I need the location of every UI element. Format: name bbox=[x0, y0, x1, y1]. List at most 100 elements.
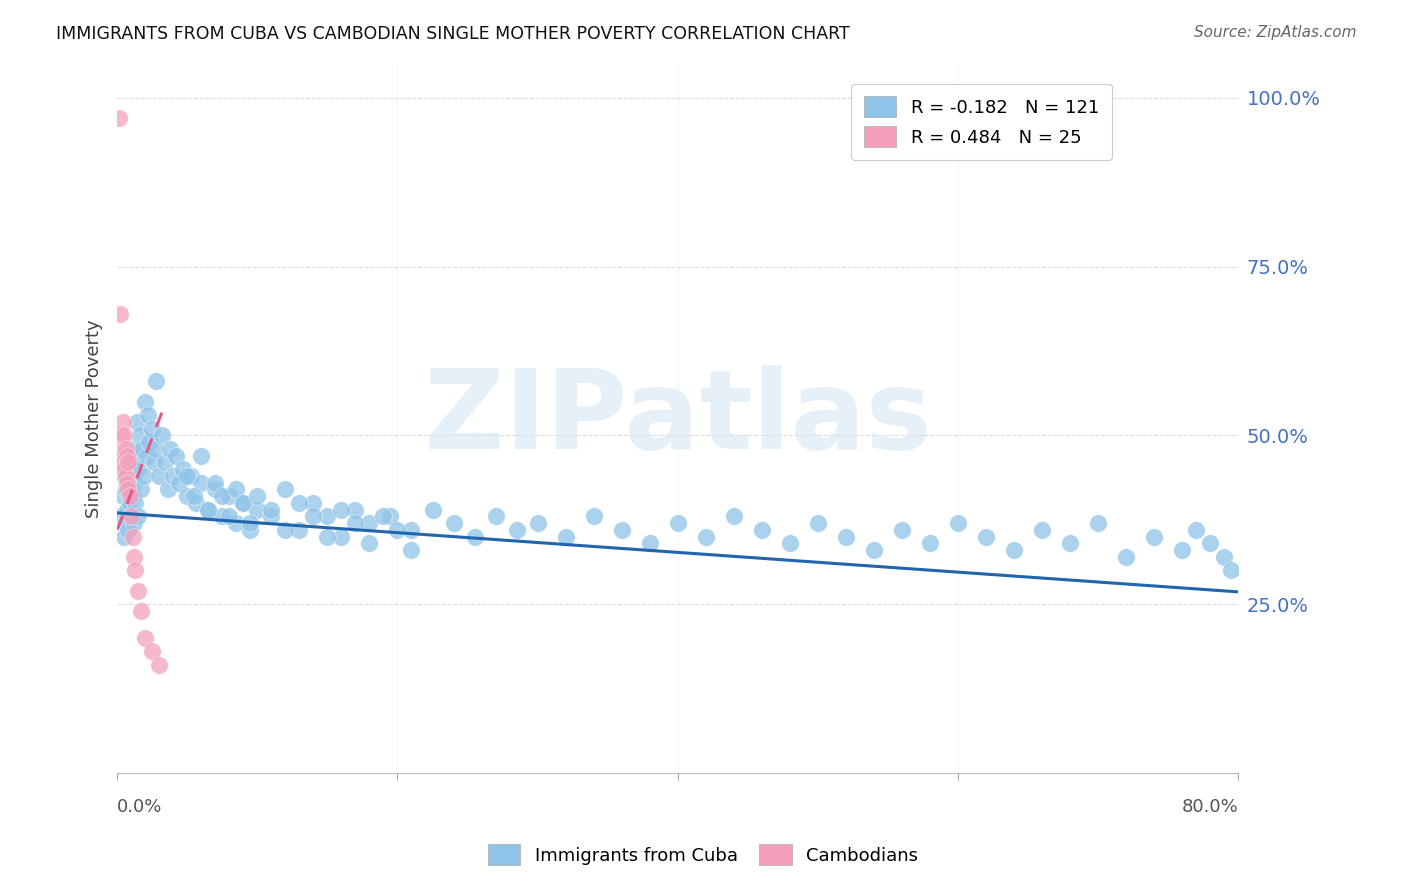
Point bbox=[190, 475, 212, 490]
Point bbox=[380, 509, 402, 524]
Point bbox=[134, 394, 156, 409]
Point bbox=[142, 455, 165, 469]
Point bbox=[125, 415, 148, 429]
Point bbox=[114, 516, 136, 530]
Point bbox=[344, 502, 367, 516]
Point bbox=[135, 449, 157, 463]
Point bbox=[131, 442, 153, 456]
Point bbox=[138, 435, 160, 450]
Point bbox=[127, 583, 149, 598]
Point bbox=[204, 475, 226, 490]
Point bbox=[225, 516, 247, 530]
Point bbox=[112, 462, 135, 476]
Point bbox=[1002, 543, 1025, 558]
Point bbox=[121, 442, 143, 456]
Point bbox=[112, 428, 135, 442]
Point bbox=[225, 483, 247, 497]
Point bbox=[112, 468, 135, 483]
Point bbox=[120, 509, 142, 524]
Point bbox=[863, 543, 886, 558]
Point bbox=[239, 523, 262, 537]
Point bbox=[218, 489, 240, 503]
Point bbox=[211, 489, 233, 503]
Point bbox=[176, 489, 198, 503]
Point bbox=[159, 442, 181, 456]
Point bbox=[359, 516, 381, 530]
Point bbox=[401, 543, 423, 558]
Point bbox=[260, 502, 283, 516]
Point bbox=[183, 489, 205, 503]
Point bbox=[1031, 523, 1053, 537]
Point bbox=[582, 509, 605, 524]
Point bbox=[136, 408, 159, 422]
Point bbox=[184, 496, 207, 510]
Point bbox=[373, 509, 395, 524]
Point bbox=[141, 644, 163, 658]
Point bbox=[316, 509, 339, 524]
Point bbox=[779, 536, 801, 550]
Point bbox=[110, 509, 132, 524]
Point bbox=[422, 502, 444, 516]
Point bbox=[246, 489, 269, 503]
Point bbox=[204, 483, 226, 497]
Text: Source: ZipAtlas.com: Source: ZipAtlas.com bbox=[1194, 25, 1357, 40]
Point bbox=[807, 516, 830, 530]
Point bbox=[176, 468, 198, 483]
Point bbox=[464, 530, 486, 544]
Point bbox=[148, 657, 170, 672]
Point bbox=[239, 516, 262, 530]
Point bbox=[115, 475, 138, 490]
Point bbox=[246, 502, 269, 516]
Point bbox=[344, 516, 367, 530]
Point bbox=[132, 468, 155, 483]
Point bbox=[122, 516, 145, 530]
Point bbox=[141, 421, 163, 435]
Point bbox=[197, 502, 219, 516]
Legend: Immigrants from Cuba, Cambodians: Immigrants from Cuba, Cambodians bbox=[481, 837, 925, 872]
Point bbox=[232, 496, 254, 510]
Text: 80.0%: 80.0% bbox=[1181, 797, 1239, 816]
Point bbox=[180, 468, 202, 483]
Point bbox=[115, 449, 138, 463]
Point bbox=[330, 502, 353, 516]
Point bbox=[150, 428, 173, 442]
Point bbox=[274, 483, 297, 497]
Point bbox=[108, 307, 131, 321]
Point bbox=[211, 509, 233, 524]
Point bbox=[974, 530, 997, 544]
Point bbox=[122, 475, 145, 490]
Point bbox=[124, 455, 146, 469]
Point bbox=[107, 111, 129, 125]
Point bbox=[505, 523, 527, 537]
Point bbox=[145, 374, 167, 388]
Point bbox=[165, 449, 187, 463]
Point bbox=[946, 516, 969, 530]
Point bbox=[114, 442, 136, 456]
Point bbox=[120, 468, 142, 483]
Point bbox=[1213, 549, 1236, 564]
Point bbox=[723, 509, 745, 524]
Point bbox=[111, 415, 134, 429]
Point bbox=[316, 530, 339, 544]
Legend: R = -0.182   N = 121, R = 0.484   N = 25: R = -0.182 N = 121, R = 0.484 N = 25 bbox=[851, 84, 1112, 160]
Point bbox=[197, 502, 219, 516]
Point bbox=[274, 523, 297, 537]
Point bbox=[1220, 563, 1243, 577]
Point bbox=[162, 468, 184, 483]
Point bbox=[117, 455, 139, 469]
Point bbox=[1171, 543, 1194, 558]
Point bbox=[115, 462, 138, 476]
Text: ZIPatlas: ZIPatlas bbox=[423, 365, 932, 472]
Point bbox=[751, 523, 773, 537]
Point bbox=[127, 462, 149, 476]
Point bbox=[666, 516, 689, 530]
Point bbox=[554, 530, 576, 544]
Point bbox=[122, 549, 145, 564]
Point bbox=[148, 468, 170, 483]
Point bbox=[359, 536, 381, 550]
Point bbox=[118, 449, 141, 463]
Point bbox=[121, 530, 143, 544]
Point bbox=[115, 502, 138, 516]
Y-axis label: Single Mother Poverty: Single Mother Poverty bbox=[86, 319, 103, 517]
Point bbox=[124, 563, 146, 577]
